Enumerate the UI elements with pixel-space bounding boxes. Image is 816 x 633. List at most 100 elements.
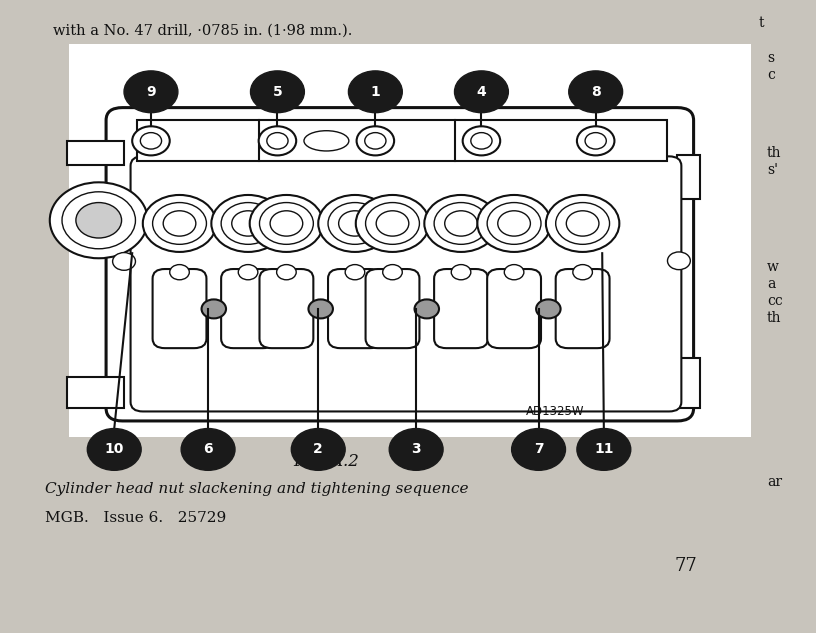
Text: 11: 11 bbox=[594, 442, 614, 456]
Circle shape bbox=[318, 195, 392, 252]
Circle shape bbox=[415, 299, 439, 318]
Text: t: t bbox=[759, 16, 765, 30]
FancyBboxPatch shape bbox=[677, 358, 700, 408]
FancyBboxPatch shape bbox=[67, 377, 124, 408]
Circle shape bbox=[163, 211, 196, 236]
Text: with a No. 47 drill, ·0785 in. (1·98 mm.).: with a No. 47 drill, ·0785 in. (1·98 mm.… bbox=[53, 24, 353, 38]
Text: 4: 4 bbox=[477, 85, 486, 99]
Circle shape bbox=[153, 203, 206, 244]
Circle shape bbox=[277, 265, 296, 280]
Circle shape bbox=[451, 265, 471, 280]
Circle shape bbox=[267, 133, 288, 149]
Circle shape bbox=[259, 127, 296, 156]
FancyBboxPatch shape bbox=[259, 269, 313, 348]
Circle shape bbox=[238, 265, 258, 280]
Circle shape bbox=[76, 203, 122, 238]
Text: th: th bbox=[767, 146, 782, 160]
Ellipse shape bbox=[304, 131, 349, 151]
Circle shape bbox=[232, 211, 264, 236]
Circle shape bbox=[504, 265, 524, 280]
Circle shape bbox=[132, 127, 170, 156]
Circle shape bbox=[339, 211, 371, 236]
Text: a: a bbox=[767, 277, 775, 291]
Circle shape bbox=[259, 203, 313, 244]
Circle shape bbox=[463, 127, 500, 156]
Circle shape bbox=[308, 299, 333, 318]
Circle shape bbox=[291, 429, 345, 470]
Circle shape bbox=[328, 203, 382, 244]
Circle shape bbox=[50, 182, 148, 258]
Bar bbox=[137, 120, 667, 161]
Text: 3: 3 bbox=[411, 442, 421, 456]
FancyBboxPatch shape bbox=[106, 108, 694, 421]
Circle shape bbox=[181, 429, 235, 470]
Circle shape bbox=[356, 195, 429, 252]
FancyBboxPatch shape bbox=[67, 141, 124, 165]
Text: s': s' bbox=[767, 163, 778, 177]
FancyBboxPatch shape bbox=[677, 155, 700, 199]
Circle shape bbox=[512, 429, 565, 470]
Circle shape bbox=[383, 265, 402, 280]
Circle shape bbox=[477, 195, 551, 252]
Circle shape bbox=[573, 265, 592, 280]
Circle shape bbox=[221, 203, 275, 244]
Text: 2: 2 bbox=[313, 442, 323, 456]
Circle shape bbox=[170, 265, 189, 280]
Text: c: c bbox=[767, 68, 775, 82]
Text: 7: 7 bbox=[534, 442, 543, 456]
Circle shape bbox=[376, 211, 409, 236]
Circle shape bbox=[124, 71, 178, 113]
Circle shape bbox=[455, 71, 508, 113]
Text: 1: 1 bbox=[370, 85, 380, 99]
Circle shape bbox=[211, 195, 285, 252]
Circle shape bbox=[585, 133, 606, 149]
Text: 5: 5 bbox=[273, 85, 282, 99]
Text: 9: 9 bbox=[146, 85, 156, 99]
Circle shape bbox=[389, 429, 443, 470]
Circle shape bbox=[366, 203, 419, 244]
Circle shape bbox=[357, 127, 394, 156]
Text: ar: ar bbox=[767, 475, 783, 489]
FancyBboxPatch shape bbox=[556, 269, 610, 348]
Text: 6: 6 bbox=[203, 442, 213, 456]
Text: AD1325W: AD1325W bbox=[526, 404, 585, 418]
Bar bbox=[69, 44, 751, 437]
FancyBboxPatch shape bbox=[153, 269, 206, 348]
FancyBboxPatch shape bbox=[366, 269, 419, 348]
Circle shape bbox=[365, 133, 386, 149]
Circle shape bbox=[202, 299, 226, 318]
Circle shape bbox=[348, 71, 402, 113]
FancyBboxPatch shape bbox=[221, 269, 275, 348]
Circle shape bbox=[62, 192, 135, 249]
Text: Cylinder head nut slackening and tightening sequence: Cylinder head nut slackening and tighten… bbox=[45, 482, 468, 496]
FancyBboxPatch shape bbox=[487, 269, 541, 348]
FancyBboxPatch shape bbox=[131, 156, 681, 411]
Circle shape bbox=[345, 265, 365, 280]
Circle shape bbox=[556, 203, 610, 244]
Circle shape bbox=[250, 195, 323, 252]
Circle shape bbox=[251, 71, 304, 113]
Circle shape bbox=[546, 195, 619, 252]
Text: MGB.   Issue 6.   25729: MGB. Issue 6. 25729 bbox=[45, 511, 226, 525]
Circle shape bbox=[577, 127, 614, 156]
FancyBboxPatch shape bbox=[434, 269, 488, 348]
Text: Fig. A.2: Fig. A.2 bbox=[294, 453, 359, 470]
Circle shape bbox=[445, 211, 477, 236]
Text: 10: 10 bbox=[104, 442, 124, 456]
Circle shape bbox=[424, 195, 498, 252]
Circle shape bbox=[270, 211, 303, 236]
Circle shape bbox=[577, 429, 631, 470]
Circle shape bbox=[498, 211, 530, 236]
Circle shape bbox=[471, 133, 492, 149]
Text: th: th bbox=[767, 311, 782, 325]
Text: 77: 77 bbox=[674, 557, 697, 575]
Circle shape bbox=[487, 203, 541, 244]
Circle shape bbox=[140, 133, 162, 149]
Circle shape bbox=[113, 253, 135, 270]
Text: s: s bbox=[767, 51, 774, 65]
Circle shape bbox=[143, 195, 216, 252]
Circle shape bbox=[536, 299, 561, 318]
Text: cc: cc bbox=[767, 294, 783, 308]
Text: w: w bbox=[767, 260, 779, 273]
Circle shape bbox=[667, 252, 690, 270]
